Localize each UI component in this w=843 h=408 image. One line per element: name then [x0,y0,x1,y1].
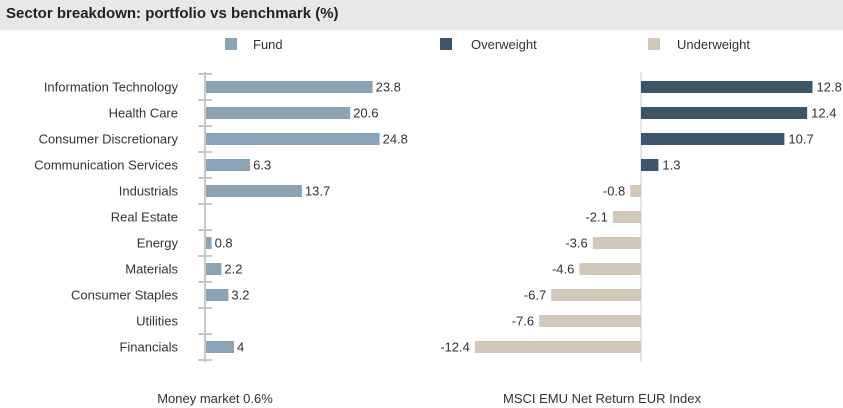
fund-bar [206,133,380,145]
footer-money-market: Money market 0.6% [157,391,273,406]
diff-value-label: -12.4 [440,340,470,355]
fund-bar [206,289,229,301]
category-label: Energy [137,236,179,251]
diff-value-label: -4.6 [552,262,574,277]
fund-bars: 23.8 20.6 24.8 6.3 13.7 0.8 2.2 3.2 4 [206,80,408,355]
legend: Fund Overweight Underweight [225,37,750,52]
diff-value-label: 12.8 [817,80,842,95]
fund-bar [206,263,222,275]
category-label: Communication Services [34,158,178,173]
category-labels: Information Technology Health Care Consume… [34,80,178,355]
fund-value-label: 24.8 [383,132,408,147]
legend-swatch-fund [225,38,237,50]
fund-bar [206,159,251,171]
overweight-bar [641,133,785,145]
underweight-bar [539,315,641,327]
fund-bar [206,107,351,119]
underweight-bar [579,263,641,275]
legend-label-fund: Fund [253,37,283,52]
fund-value-label: 6.3 [253,158,271,173]
diff-value-label: -3.6 [565,236,587,251]
fund-value-label: 3.2 [231,288,249,303]
overweight-bar [641,159,659,171]
fund-value-label: 0.8 [215,236,233,251]
underweight-bar [551,289,641,301]
chart-title: Sector breakdown: portfolio vs benchmark… [6,5,339,22]
legend-label-underweight: Underweight [677,37,750,52]
fund-value-label: 20.6 [353,106,378,121]
fund-bar [206,81,373,93]
underweight-bar [630,185,641,197]
diff-value-label: -6.7 [524,288,546,303]
category-label: Materials [125,262,178,277]
fund-bar [206,237,212,249]
fund-value-label: 2.2 [224,262,242,277]
overweight-bar [641,107,808,119]
diff-value-label: 10.7 [788,132,813,147]
overweight-bar [641,81,813,93]
category-label: Consumer Staples [71,288,178,303]
category-label: Health Care [109,106,178,121]
underweight-bar [592,237,641,249]
category-label: Real Estate [111,210,178,225]
fund-bar [206,341,234,353]
category-label: Financials [119,340,178,355]
diff-value-label: -2.1 [585,210,607,225]
diff-value-label: -0.8 [603,184,625,199]
legend-swatch-overweight [440,38,452,50]
category-label: Consumer Discretionary [39,132,179,147]
footer-benchmark: MSCI EMU Net Return EUR Index [503,391,701,406]
underweight-bar [612,211,641,223]
diff-value-label: 12.4 [811,106,836,121]
category-label: Industrials [119,184,179,199]
category-label: Information Technology [44,80,179,95]
legend-label-overweight: Overweight [471,37,537,52]
fund-value-label: 4 [237,340,244,355]
diff-bars: 12.8 12.4 10.7 1.3 -0.8 -2.1 -3.6 -4.6 -6.7 -7.6 -… [440,80,842,355]
diff-value-label: -7.6 [512,314,534,329]
diff-value-label: 1.3 [662,158,680,173]
fund-value-label: 23.8 [376,80,401,95]
category-label: Utilities [136,314,178,329]
underweight-bar [474,341,641,353]
legend-swatch-underweight [648,38,660,50]
title-bar: Sector breakdown: portfolio vs benchmark… [0,0,843,30]
fund-bar [206,185,302,197]
fund-value-label: 13.7 [305,184,330,199]
